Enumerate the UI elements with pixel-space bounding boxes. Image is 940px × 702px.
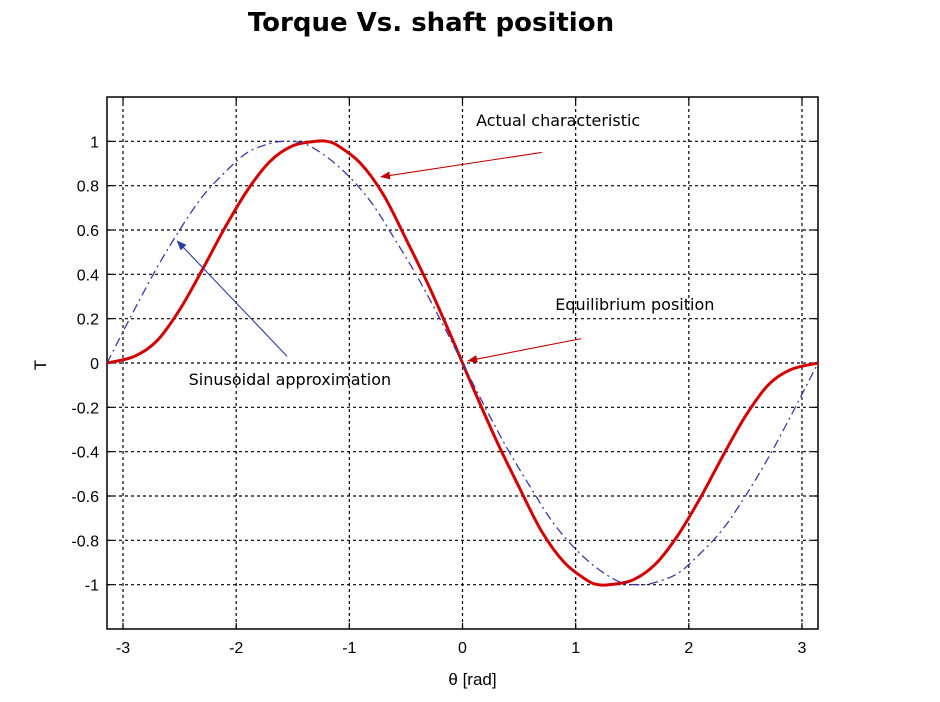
annotation-actual-text: Actual characteristic <box>476 111 640 130</box>
annotation-equilibrium-text: Equilibrium position <box>555 295 714 314</box>
series-group <box>106 139 819 587</box>
y-tick-label: -0.8 <box>71 533 99 550</box>
y-axis-label: T <box>31 360 50 370</box>
annotation-sinusoid-text: Sinusoidal approximation <box>189 370 392 389</box>
annotation-sinusoid-arrow <box>176 240 288 357</box>
x-tick-label: 1 <box>571 640 580 657</box>
x-tick-label: -2 <box>229 640 243 657</box>
x-tick-label: 2 <box>684 640 693 657</box>
y-tick-label: 0 <box>90 356 99 373</box>
y-tick-label: 0.8 <box>77 179 99 196</box>
axes: -3 -2 -1 0 1 2 3 1 0.8 0.6 0.4 0.2 0 -0.2 -0.4 -0.6 -0.8… <box>71 96 819 657</box>
chart-title: Torque Vs. shaft position <box>247 8 615 38</box>
series-approx-line <box>106 140 819 586</box>
y-tick-label: 0.6 <box>77 223 99 240</box>
y-tick-label: -0.2 <box>71 400 99 417</box>
x-tick-label: 3 <box>798 640 807 657</box>
y-tick-label: -0.4 <box>71 445 99 462</box>
annotations: Actual characteristic Equilibrium positio… <box>176 111 714 389</box>
x-tick-label: 0 <box>458 640 467 657</box>
y-tick-label: -0.6 <box>71 489 99 506</box>
x-axis-label: θ [rad] <box>448 670 496 689</box>
annotation-actual-arrow <box>380 151 542 180</box>
annotation-equilibrium-arrow <box>467 338 582 363</box>
y-tick-label: -1 <box>85 578 99 595</box>
x-tick-label: -3 <box>116 640 130 657</box>
y-tick-label: 1 <box>90 134 99 151</box>
y-tick-label: 0.2 <box>77 312 99 329</box>
x-tick-label: -1 <box>342 640 356 657</box>
y-tick-label: 0.4 <box>77 267 99 284</box>
